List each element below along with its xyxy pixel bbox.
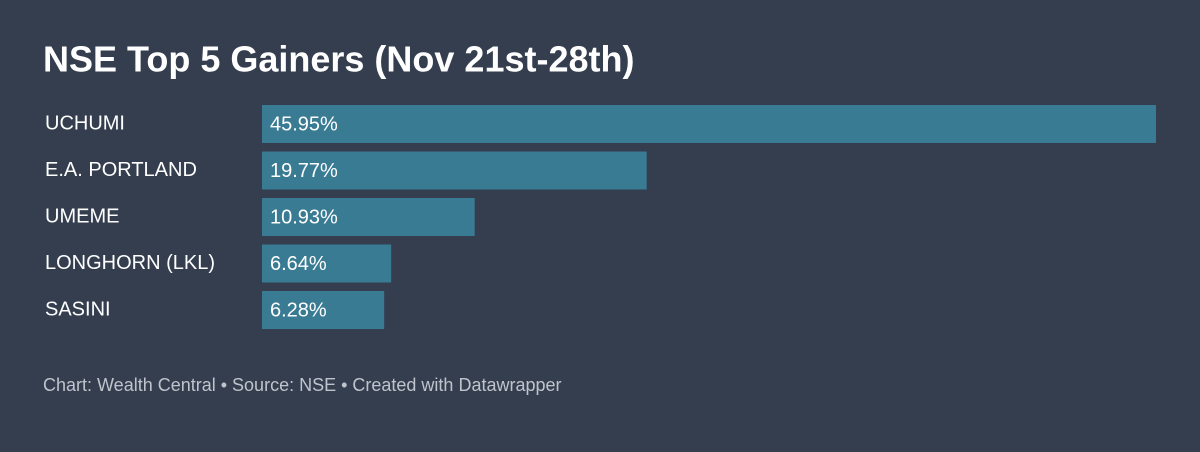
category-label: LONGHORN (LKL) [45, 252, 215, 274]
value-label: 10.93% [270, 206, 338, 228]
bar [262, 198, 475, 236]
value-label: 6.64% [270, 253, 327, 275]
value-label: 45.95% [270, 113, 338, 135]
value-label: 19.77% [270, 160, 338, 182]
category-label: SASINI [45, 298, 111, 320]
category-label: UMEME [45, 205, 119, 227]
bar [262, 151, 647, 190]
bar [262, 291, 385, 329]
category-label: UCHUMI [45, 112, 125, 134]
bar [262, 244, 392, 283]
bar [262, 105, 1156, 143]
category-label: E.A. PORTLAND [45, 159, 197, 181]
chart-title: NSE Top 5 Gainers (Nov 21st-28th) [43, 39, 634, 80]
value-label: 6.28% [270, 299, 327, 321]
footer: Chart: Wealth Central • Source: NSE • Cr… [43, 375, 562, 395]
